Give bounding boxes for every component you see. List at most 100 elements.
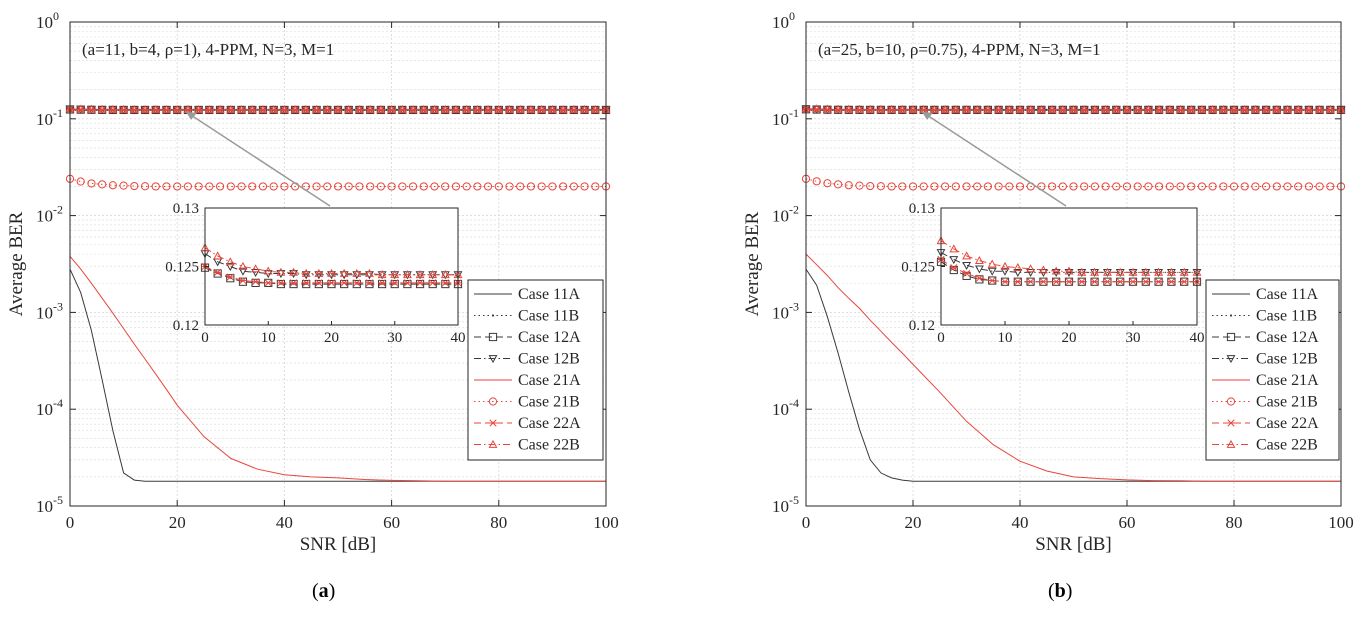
inset-data-point xyxy=(365,279,374,287)
inset-data-point xyxy=(974,265,984,274)
data-point xyxy=(108,104,118,113)
data-point xyxy=(887,182,896,191)
inset-series-line xyxy=(204,253,458,276)
inset-x-tick-label: 0 xyxy=(937,330,945,346)
y-tick-label: 10-2 xyxy=(772,203,799,226)
inset-data-point xyxy=(988,276,996,285)
inset-data-point xyxy=(263,266,273,275)
inset-data-point xyxy=(352,271,362,280)
inset-data-point xyxy=(289,279,298,289)
data-point xyxy=(1154,104,1164,113)
data-point xyxy=(865,104,875,113)
data-point xyxy=(97,104,107,113)
inset-y-tick-label: 0.125 xyxy=(901,260,935,276)
inset-data-point xyxy=(441,279,449,287)
data-point xyxy=(76,104,86,113)
inset-data-point xyxy=(987,259,997,268)
inset-data-point xyxy=(962,271,971,280)
legend-label: Case 11A xyxy=(518,286,581,303)
legend-box xyxy=(467,279,604,461)
data-point xyxy=(844,181,853,190)
data-point xyxy=(355,182,364,191)
inset-background xyxy=(205,208,458,325)
legend-marker xyxy=(489,419,497,427)
inset-data-point xyxy=(251,278,260,287)
data-point xyxy=(505,104,514,114)
data-point xyxy=(1208,104,1218,113)
data-point xyxy=(76,177,85,186)
inset-data-point xyxy=(1052,278,1060,286)
inset-data-point xyxy=(340,279,349,289)
y-tick-label: 10-4 xyxy=(772,396,799,419)
data-point xyxy=(548,182,557,191)
inset-data-point xyxy=(1129,278,1137,286)
inset-data-point xyxy=(1090,267,1100,276)
data-point xyxy=(151,182,160,191)
inset-data-point xyxy=(289,267,298,276)
zoom-arrow xyxy=(921,111,1067,207)
caption-b-open: ( xyxy=(1048,580,1055,602)
data-point xyxy=(1133,182,1142,191)
inset-x-tick-label: 40 xyxy=(451,330,466,346)
inset-data-point xyxy=(1166,267,1176,276)
inset-data-point xyxy=(214,268,222,276)
data-point xyxy=(887,104,897,113)
inset-data-point xyxy=(365,279,374,289)
data-point xyxy=(365,104,375,114)
inset-data-point xyxy=(1000,267,1010,276)
legend-entry: Case 12B xyxy=(1212,351,1318,368)
data-point xyxy=(140,104,150,113)
legend-entry: Case 11B xyxy=(474,308,579,325)
inset-plot: 0 10 20 30 40 0.12 0.125 0.13 xyxy=(901,201,1204,346)
legend-entry: Case 21A xyxy=(474,372,581,389)
series-case-21b xyxy=(65,174,611,191)
legend-label: Case 21B xyxy=(518,394,580,411)
y-tick-label: 100 xyxy=(36,9,59,32)
data-point xyxy=(580,104,590,114)
data-point xyxy=(299,108,302,111)
data-point xyxy=(941,182,950,191)
data-point xyxy=(173,182,182,191)
caption-a-close: ) xyxy=(328,580,336,602)
data-point xyxy=(537,104,547,114)
data-point xyxy=(526,104,536,114)
data-point xyxy=(204,104,214,114)
inset-series-case-22b xyxy=(936,236,1202,276)
series-case-22b xyxy=(801,104,1346,113)
data-point xyxy=(344,104,354,114)
inset-data-point xyxy=(314,279,323,289)
data-point xyxy=(1069,182,1078,191)
data-point xyxy=(269,182,278,191)
legend-box xyxy=(1205,279,1340,461)
series-case-21a xyxy=(805,253,1341,482)
data-point xyxy=(430,182,439,191)
data-point xyxy=(1036,104,1046,113)
data-point xyxy=(247,104,257,114)
inset-data-point xyxy=(403,279,411,287)
inset-data-point xyxy=(949,244,959,253)
data-point xyxy=(151,104,161,114)
x-tick-label: 40 xyxy=(1012,513,1029,532)
data-point xyxy=(205,182,214,191)
inset-data-point xyxy=(252,278,260,286)
data-point xyxy=(451,182,461,191)
data-point xyxy=(1155,182,1164,191)
data-point xyxy=(994,182,1003,191)
inset-data-point xyxy=(402,270,412,279)
inset-data-point xyxy=(226,274,235,283)
inset-data-point xyxy=(1013,263,1023,272)
data-point xyxy=(1034,108,1038,111)
inset-data-point xyxy=(1180,278,1188,286)
caption-a-letter: a xyxy=(318,580,329,602)
legend-label: Case 21B xyxy=(1256,394,1318,411)
data-point xyxy=(1176,182,1185,191)
inset-data-point xyxy=(1027,278,1035,286)
data-point xyxy=(1004,104,1014,113)
data-point xyxy=(162,104,171,114)
data-point xyxy=(119,104,129,113)
inset-data-point xyxy=(327,279,336,287)
data-point xyxy=(258,104,268,114)
data-point xyxy=(344,182,353,191)
legend-label: Case 12B xyxy=(518,351,580,368)
legend-label: Case 21A xyxy=(1256,372,1319,389)
